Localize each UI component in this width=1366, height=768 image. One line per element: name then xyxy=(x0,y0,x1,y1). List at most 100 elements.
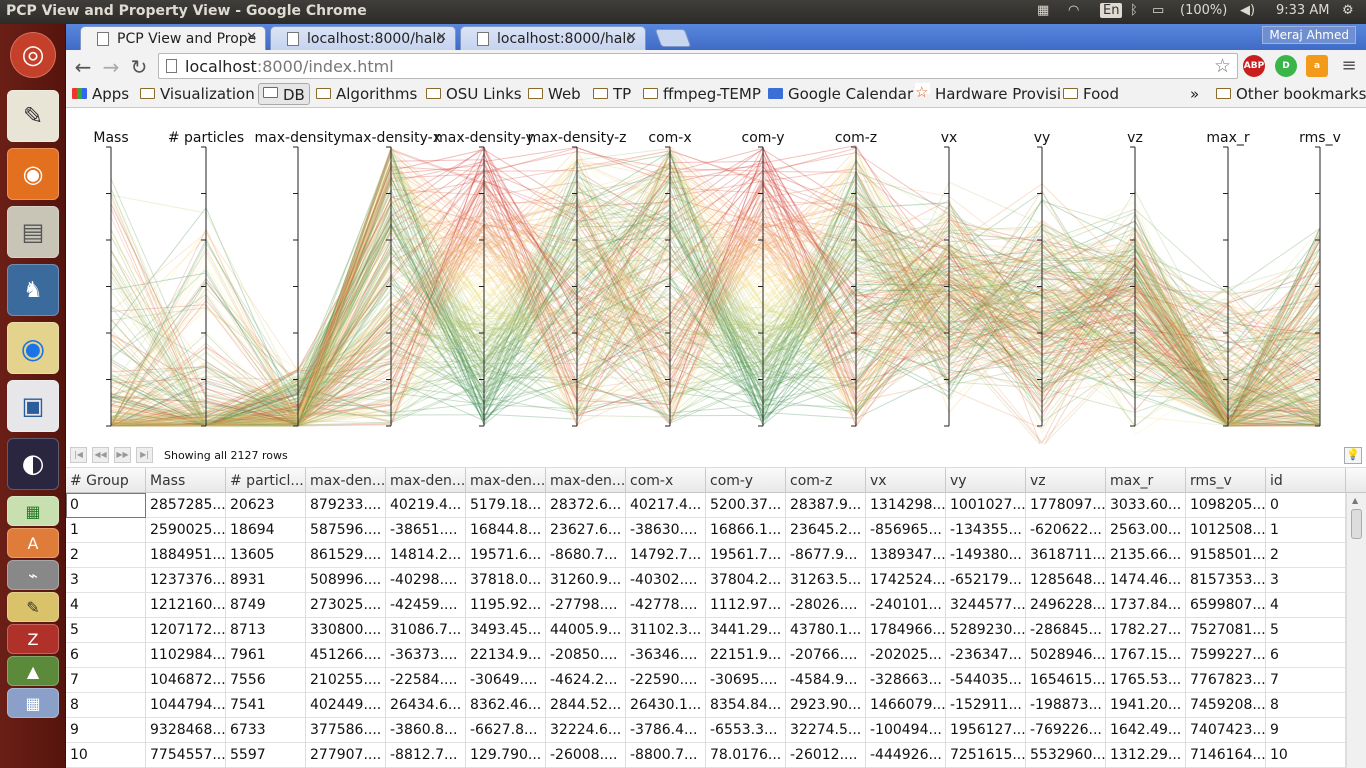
table-cell[interactable]: 1 xyxy=(66,518,146,543)
table-cell[interactable]: 8157353... xyxy=(1186,568,1266,593)
table-cell[interactable]: -8800.7... xyxy=(626,743,706,768)
table-cell[interactable]: -30649.... xyxy=(466,668,546,693)
table-cell[interactable]: -152911... xyxy=(946,693,1026,718)
axis-label[interactable]: vz xyxy=(1127,130,1143,146)
table-cell[interactable]: -652179... xyxy=(946,568,1026,593)
column-header[interactable]: rms_v xyxy=(1186,468,1266,493)
table-cell[interactable]: -202025... xyxy=(866,643,946,668)
table-cell[interactable]: -40302.... xyxy=(626,568,706,593)
table-cell[interactable]: 14814.2... xyxy=(386,543,466,568)
table-cell[interactable]: 1884951... xyxy=(146,543,226,568)
table-cell[interactable]: 1098205... xyxy=(1186,493,1266,518)
tab-pcp-view[interactable]: PCP View and Prope ✕ xyxy=(80,26,266,50)
table-cell[interactable]: 451266.... xyxy=(306,643,386,668)
table-cell[interactable]: -36346.... xyxy=(626,643,706,668)
table-cell[interactable]: 5532960... xyxy=(1026,743,1106,768)
table-cell[interactable]: -8680.7... xyxy=(546,543,626,568)
table-cell[interactable]: 2923.90... xyxy=(786,693,866,718)
table-cell[interactable]: 2496228... xyxy=(1026,593,1106,618)
table-cell[interactable]: 13605 xyxy=(226,543,306,568)
table-cell[interactable]: 9 xyxy=(66,718,146,743)
table-cell[interactable]: -328663... xyxy=(866,668,946,693)
table-cell[interactable]: -6627.8... xyxy=(466,718,546,743)
bookmark-google-calendar[interactable]: Google Calendar xyxy=(768,85,913,103)
firefox-icon[interactable]: ◉ xyxy=(7,148,59,200)
profile-button[interactable]: Meraj Ahmed xyxy=(1262,26,1356,44)
axis-label[interactable]: max-density xyxy=(255,130,342,146)
bookmark-hardware-provisioning[interactable]: ☆ Hardware Provisi xyxy=(915,83,1062,103)
column-header[interactable]: max_r xyxy=(1106,468,1186,493)
table-cell[interactable]: 31102.3... xyxy=(626,618,706,643)
bluetooth-icon[interactable]: ᛒ xyxy=(1130,3,1138,18)
table-row[interactable]: 8 1044794... 7541 402449.... 26434.6... 8362.… xyxy=(66,693,1346,718)
table-cell[interactable]: 78.0176... xyxy=(706,743,786,768)
table-cell[interactable]: -42459.... xyxy=(386,593,466,618)
table-cell[interactable]: 7754557... xyxy=(146,743,226,768)
table-cell[interactable]: 7556 xyxy=(226,668,306,693)
bookmark-web[interactable]: Web xyxy=(528,85,581,103)
table-cell[interactable]: 31086.7... xyxy=(386,618,466,643)
table-cell[interactable]: 1102984... xyxy=(146,643,226,668)
bookmark-osu-links[interactable]: OSU Links xyxy=(426,85,522,103)
axis-label[interactable]: rms_v xyxy=(1299,130,1341,146)
bookmark-apps[interactable]: Apps xyxy=(72,85,129,103)
column-header[interactable]: max-den... xyxy=(306,468,386,493)
axis-label[interactable]: Mass xyxy=(93,130,128,146)
table-cell[interactable]: 26434.6... xyxy=(386,693,466,718)
table-cell[interactable]: -28026.... xyxy=(786,593,866,618)
scrollbar-thumb[interactable] xyxy=(1351,509,1362,539)
table-cell[interactable]: -8677.9... xyxy=(786,543,866,568)
table-cell[interactable]: -40298.... xyxy=(386,568,466,593)
table-cell[interactable]: -6553.3... xyxy=(706,718,786,743)
column-header[interactable]: max-den... xyxy=(546,468,626,493)
table-cell[interactable]: 508996.... xyxy=(306,568,386,593)
table-cell[interactable]: 1956127... xyxy=(946,718,1026,743)
table-cell[interactable]: 7599227... xyxy=(1186,643,1266,668)
chrome-menu-icon[interactable]: ≡ xyxy=(1341,55,1357,76)
table-cell[interactable]: 5 xyxy=(1266,618,1346,643)
table-cell[interactable]: 28387.9... xyxy=(786,493,866,518)
address-bar[interactable]: localhost:8000/index.html ☆ xyxy=(158,53,1238,79)
table-cell[interactable]: 3618711... xyxy=(1026,543,1106,568)
table-cell[interactable]: 3 xyxy=(1266,568,1346,593)
table-cell[interactable]: 1474.46... xyxy=(1106,568,1186,593)
table-row[interactable]: 9 9328468... 6733 377586.... -3860.8... -6627… xyxy=(66,718,1346,743)
table-cell[interactable]: 8362.46... xyxy=(466,693,546,718)
table-cell[interactable]: 32224.6... xyxy=(546,718,626,743)
forward-arrow-icon[interactable]: → xyxy=(102,55,120,79)
table-cell[interactable]: 37818.0... xyxy=(466,568,546,593)
table-cell[interactable]: 28372.6... xyxy=(546,493,626,518)
table-cell[interactable]: 4 xyxy=(1266,593,1346,618)
table-cell[interactable]: 2590025... xyxy=(146,518,226,543)
table-cell[interactable]: 5597 xyxy=(226,743,306,768)
table-cell[interactable]: 7459208... xyxy=(1186,693,1266,718)
bookmark-ffmpeg-temp[interactable]: ffmpeg-TEMP xyxy=(643,85,761,103)
table-cell[interactable]: 8749 xyxy=(226,593,306,618)
table-cell[interactable]: 7407423... xyxy=(1186,718,1266,743)
settings-gear-icon[interactable]: ⚙ xyxy=(1342,3,1354,18)
table-cell[interactable]: -286845... xyxy=(1026,618,1106,643)
table-cell[interactable]: 1389347... xyxy=(866,543,946,568)
table-cell[interactable]: -198873... xyxy=(1026,693,1106,718)
table-cell[interactable]: 1207172... xyxy=(146,618,226,643)
workspaces-icon[interactable]: ▦ xyxy=(7,688,59,718)
reload-icon[interactable]: ↻ xyxy=(130,55,148,79)
table-cell[interactable]: 9328468... xyxy=(146,718,226,743)
column-header[interactable]: max-den... xyxy=(386,468,466,493)
table-cell[interactable]: -3860.8... xyxy=(386,718,466,743)
table-cell[interactable]: 1112.97... xyxy=(706,593,786,618)
first-page-button[interactable]: |◀ xyxy=(70,447,87,463)
workspace-switcher-icon[interactable]: ▦ xyxy=(1037,3,1050,18)
table-cell[interactable]: -42778.... xyxy=(626,593,706,618)
table-cell[interactable]: 9 xyxy=(1266,718,1346,743)
bookmark-db[interactable]: DB xyxy=(258,83,310,105)
table-cell[interactable]: 1784966... xyxy=(866,618,946,643)
table-cell[interactable]: 879233.... xyxy=(306,493,386,518)
table-cell[interactable]: -100494... xyxy=(866,718,946,743)
table-cell[interactable]: 40219.4... xyxy=(386,493,466,518)
table-cell[interactable]: -27798.... xyxy=(546,593,626,618)
table-cell[interactable]: -22584.... xyxy=(386,668,466,693)
table-row[interactable]: 5 1207172... 8713 330800.... 31086.7... 3493.… xyxy=(66,618,1346,643)
axis-label[interactable]: vy xyxy=(1034,130,1051,146)
table-cell[interactable]: 377586.... xyxy=(306,718,386,743)
